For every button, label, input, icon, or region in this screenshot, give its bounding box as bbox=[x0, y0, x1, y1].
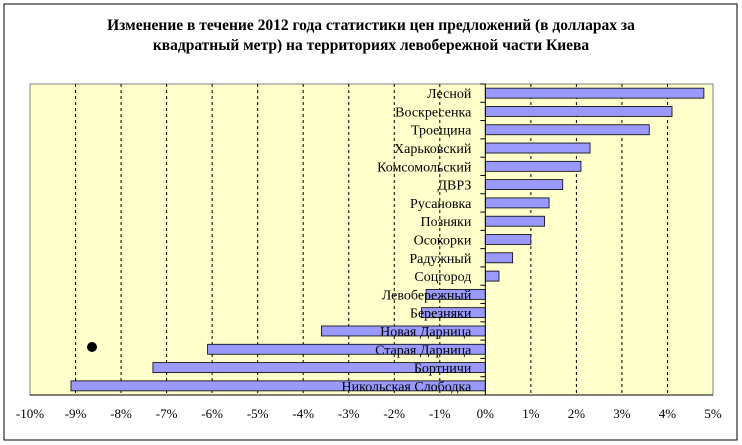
x-tick-label: -2% bbox=[383, 406, 405, 421]
x-tick-label: -9% bbox=[65, 406, 87, 421]
category-label: Позняки bbox=[420, 215, 471, 230]
x-tick-label: -7% bbox=[156, 406, 178, 421]
x-tick-label: 1% bbox=[522, 406, 540, 421]
category-label: Соцгород bbox=[414, 270, 471, 285]
x-tick-label: -10% bbox=[16, 406, 44, 421]
category-label: Радужный bbox=[409, 252, 472, 267]
category-label: Новая Дарница bbox=[380, 325, 472, 340]
category-label: Русановка bbox=[410, 197, 472, 212]
bar bbox=[484, 106, 673, 117]
category-label: Бортничи bbox=[414, 362, 472, 377]
category-label: Комсомольский bbox=[377, 160, 472, 175]
bar bbox=[484, 215, 545, 227]
x-tick-label: 4% bbox=[659, 406, 677, 421]
category-label: Лесной bbox=[427, 87, 472, 102]
category-label: ДВРЗ bbox=[437, 179, 471, 194]
x-tick-label: -6% bbox=[201, 406, 223, 421]
bar bbox=[484, 179, 564, 191]
bar bbox=[484, 124, 650, 136]
chart-title: квадратный метр) на территориях левобере… bbox=[153, 37, 590, 54]
bar bbox=[484, 87, 705, 99]
bar bbox=[484, 160, 582, 172]
bar bbox=[484, 197, 550, 209]
x-tick-label: -4% bbox=[292, 406, 314, 421]
marker-dot bbox=[87, 342, 97, 352]
bar bbox=[484, 252, 514, 264]
x-tick-label: -3% bbox=[338, 406, 360, 421]
category-label: Харьковский bbox=[394, 142, 472, 157]
bar bbox=[484, 234, 532, 245]
x-tick-label: -1% bbox=[429, 406, 451, 421]
chart-title: Изменение в течение 2012 года статистики… bbox=[107, 17, 635, 34]
category-label: Левобережный bbox=[382, 288, 472, 303]
category-label: Воскресенка bbox=[395, 105, 472, 120]
bar bbox=[484, 270, 500, 282]
category-label: Старая Дарница bbox=[375, 343, 472, 358]
x-tick-label: 3% bbox=[613, 406, 631, 421]
category-label: Березняки bbox=[410, 307, 472, 322]
x-tick-label: -8% bbox=[110, 406, 132, 421]
category-label: Никольская Слободка bbox=[342, 380, 473, 395]
category-label: Осокорки bbox=[414, 234, 472, 249]
category-label: Троещина bbox=[411, 124, 472, 139]
x-tick-label: 0% bbox=[477, 406, 495, 421]
x-tick-label: 2% bbox=[568, 406, 586, 421]
x-tick-label: 5% bbox=[704, 406, 722, 421]
x-tick-label: -5% bbox=[247, 406, 269, 421]
bar bbox=[484, 142, 591, 154]
plot-area bbox=[29, 83, 714, 396]
